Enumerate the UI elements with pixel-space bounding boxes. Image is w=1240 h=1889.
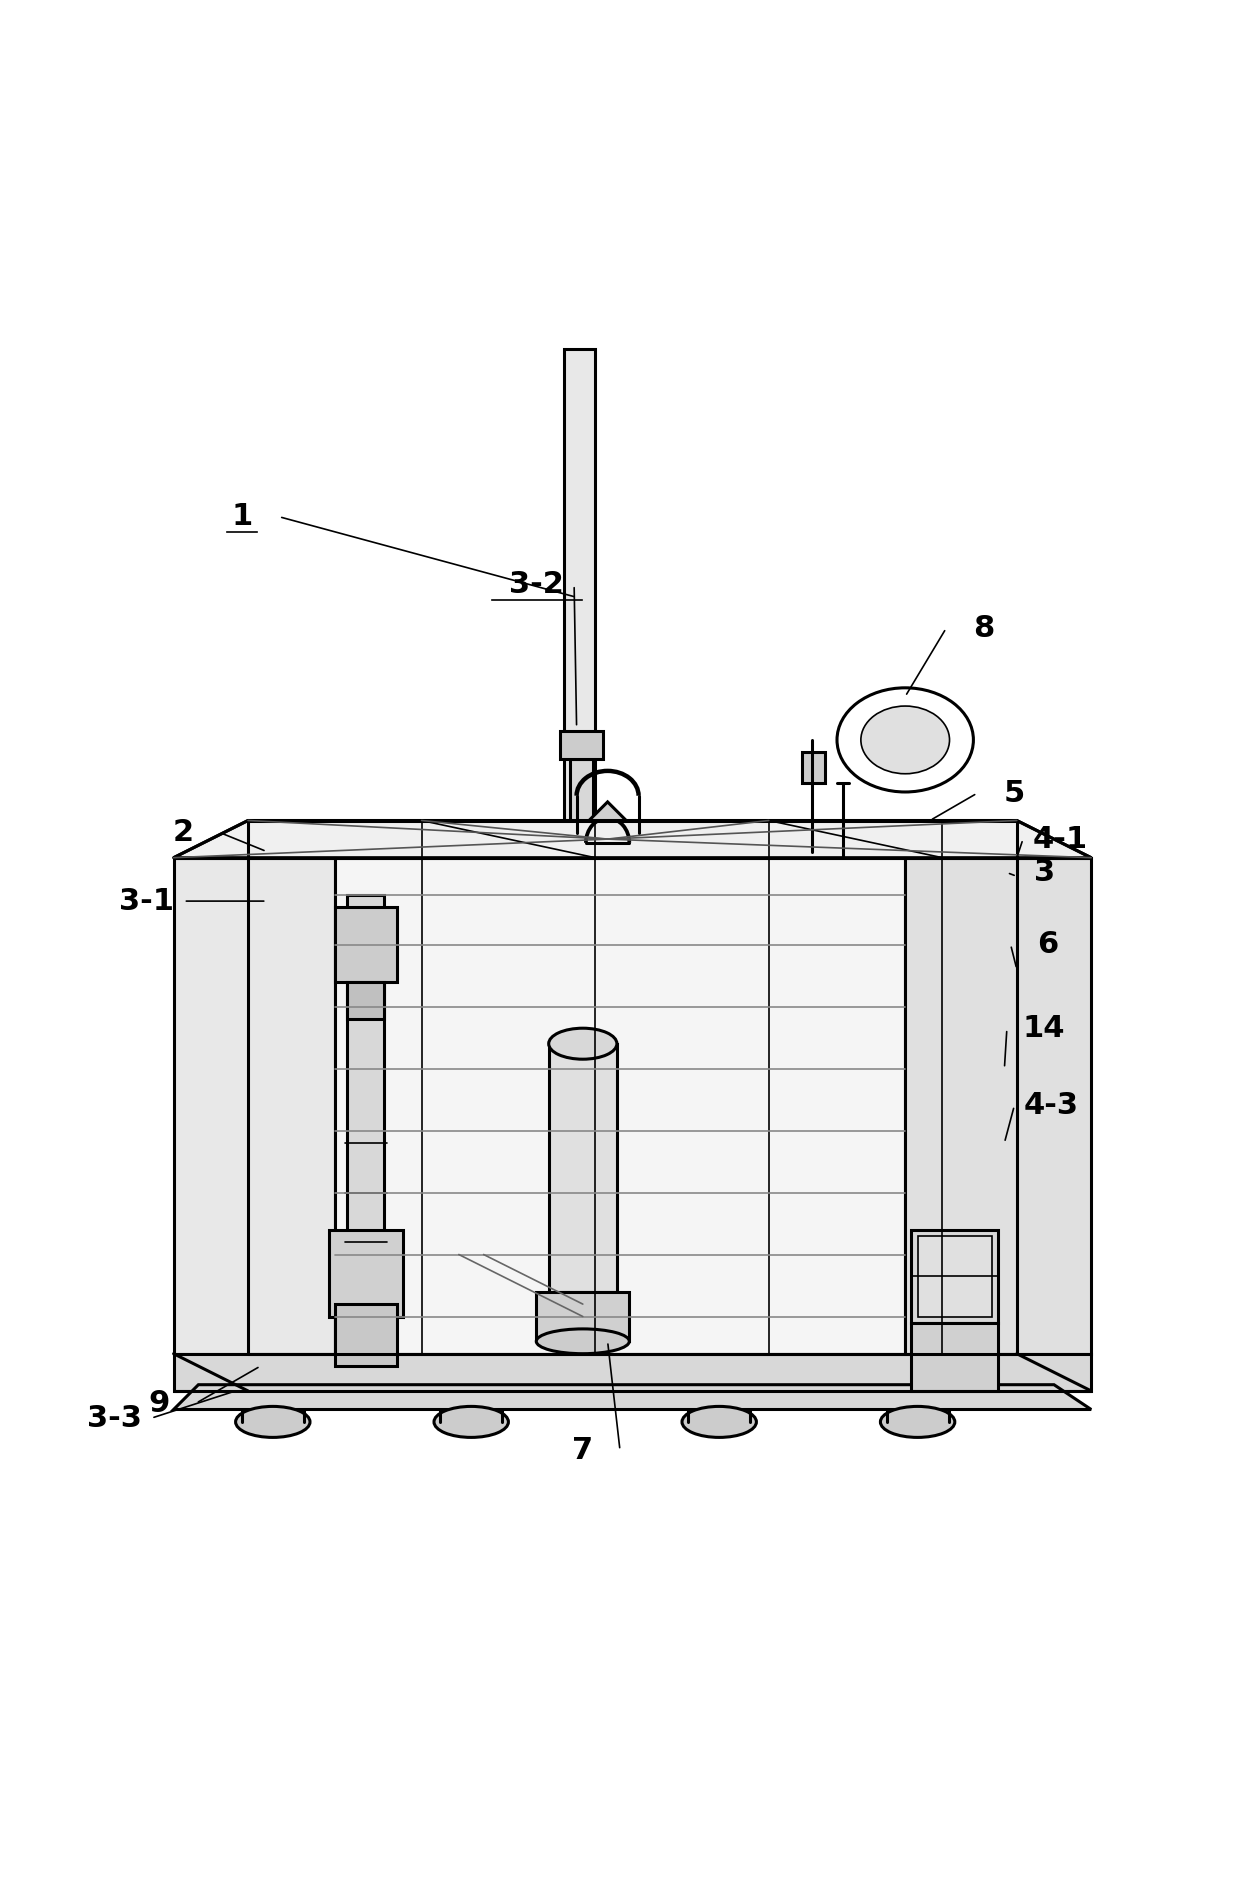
Polygon shape [174, 820, 1091, 858]
Ellipse shape [548, 1028, 618, 1060]
Polygon shape [589, 803, 626, 820]
Ellipse shape [236, 1407, 310, 1438]
Bar [918, 1235, 992, 1317]
Text: 4-1: 4-1 [1033, 825, 1087, 854]
Text: 3-1: 3-1 [119, 886, 174, 916]
Text: 3-3: 3-3 [87, 1404, 141, 1432]
Text: 3-2: 3-2 [510, 570, 564, 599]
Ellipse shape [861, 706, 950, 774]
Text: 7: 7 [572, 1436, 594, 1466]
Bar [560, 731, 603, 759]
Text: 4-3: 4-3 [1024, 1092, 1079, 1120]
Polygon shape [905, 858, 1091, 1354]
Text: 9: 9 [148, 1388, 170, 1419]
Bar [329, 1230, 403, 1317]
Ellipse shape [880, 1407, 955, 1438]
Bar [564, 349, 595, 844]
Text: 5: 5 [1003, 778, 1025, 808]
Polygon shape [174, 858, 335, 1354]
Bar [911, 1230, 998, 1322]
Polygon shape [174, 1354, 1091, 1390]
Bar [536, 1292, 629, 1341]
Ellipse shape [682, 1407, 756, 1438]
Bar [335, 907, 397, 982]
Text: 6: 6 [1037, 929, 1059, 960]
Polygon shape [911, 1322, 998, 1390]
Polygon shape [335, 858, 905, 1354]
Ellipse shape [434, 1407, 508, 1438]
Bar [347, 982, 384, 1018]
Bar [802, 752, 825, 784]
Text: 3: 3 [1033, 858, 1055, 888]
Text: 2: 2 [172, 818, 195, 848]
Text: 1: 1 [231, 502, 253, 531]
Bar [335, 1303, 397, 1366]
Ellipse shape [536, 1328, 629, 1354]
Bar [548, 1045, 616, 1292]
Text: 14: 14 [1023, 1014, 1065, 1043]
Polygon shape [174, 1385, 1091, 1409]
Bar [570, 759, 593, 882]
Bar [347, 895, 384, 1268]
Text: 8: 8 [972, 614, 994, 642]
Ellipse shape [837, 688, 973, 791]
